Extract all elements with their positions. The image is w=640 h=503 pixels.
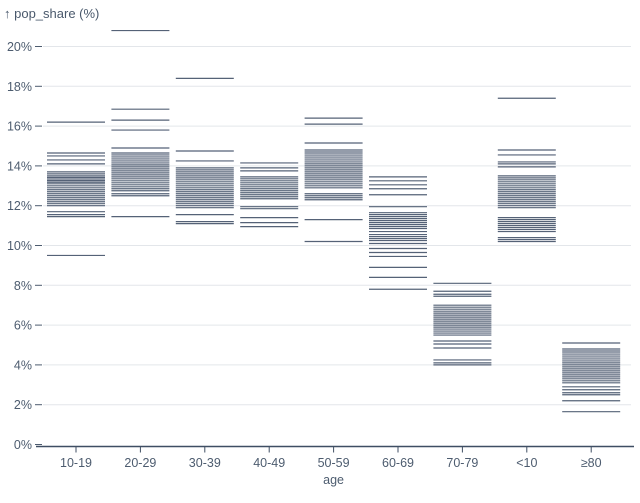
x-tick-label: 10-19: [60, 456, 92, 470]
y-tick-label: 20%: [7, 40, 32, 54]
y-tick-label: 16%: [7, 120, 32, 134]
y-tick-label: 12%: [7, 199, 32, 213]
y-tick-label: 6%: [14, 319, 32, 333]
y-tick-label: 0%: [14, 438, 32, 452]
y-tick-label: 8%: [14, 279, 32, 293]
x-tick-label: 20-29: [124, 456, 156, 470]
x-tick-label: 70-79: [446, 456, 478, 470]
x-tick-label: 40-49: [253, 456, 285, 470]
x-tick-label: <10: [516, 456, 537, 470]
y-tick-label: 2%: [14, 398, 32, 412]
y-tick-label: 10%: [7, 239, 32, 253]
y-tick-label: 14%: [7, 159, 32, 173]
x-tick-label: 50-59: [318, 456, 350, 470]
y-tick-label: 4%: [14, 358, 32, 372]
x-axis-title: age: [323, 473, 344, 487]
x-tick-label: ≥80: [581, 456, 602, 470]
y-tick-label: 18%: [7, 80, 32, 94]
x-tick-label: 30-39: [189, 456, 221, 470]
x-tick-label: 60-69: [382, 456, 414, 470]
y-axis-title: ↑ pop_share (%): [4, 6, 100, 21]
